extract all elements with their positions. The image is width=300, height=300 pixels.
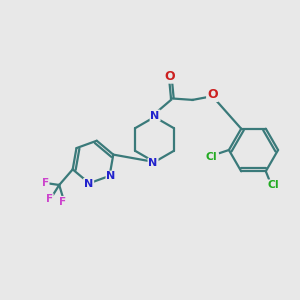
Text: F: F <box>46 194 53 204</box>
Text: O: O <box>207 88 218 101</box>
Text: O: O <box>164 70 175 83</box>
Text: Cl: Cl <box>206 152 218 162</box>
Text: F: F <box>59 197 66 207</box>
Text: N: N <box>84 179 93 189</box>
Text: N: N <box>106 172 116 182</box>
Text: Cl: Cl <box>267 180 279 190</box>
Text: N: N <box>151 110 160 121</box>
Text: F: F <box>41 178 49 188</box>
Text: N: N <box>148 158 158 169</box>
